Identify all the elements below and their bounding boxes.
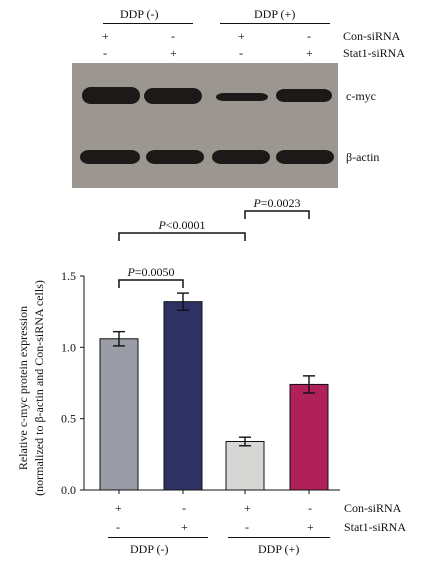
blot-panel-label-c-myc: c-myc xyxy=(346,89,376,103)
bar-group-label-ddp-neg: DDP (-) xyxy=(130,542,169,556)
bar-group-line-ddp-pos xyxy=(228,537,330,538)
blot-sign-con-4: - xyxy=(307,29,311,43)
y-axis-label: Relative c-myc protein expression xyxy=(16,306,30,470)
blot-panel-beta-actin xyxy=(72,126,338,188)
bar xyxy=(163,301,203,491)
blot-band-cmyc-2 xyxy=(144,88,202,104)
blot-band-cmyc-1 xyxy=(82,87,140,104)
bar-sign-con-1: + xyxy=(115,501,122,515)
bar-row-label-stat1-sirna: Stat1-siRNA xyxy=(344,520,407,534)
blot-band-actin-4 xyxy=(276,150,334,164)
y-axis-label-2: (normalized to β-actin and Con-siRNA cel… xyxy=(32,280,46,496)
bar-row-label-con-sirna: Con-siRNA xyxy=(344,501,402,515)
blot-band-actin-2 xyxy=(146,150,204,164)
p-value-label: P=0.0023 xyxy=(252,196,300,210)
bar-sign-stat1-1: - xyxy=(116,520,120,534)
bar xyxy=(225,440,265,491)
blot-sign-con-2: - xyxy=(171,29,175,43)
blot-band-actin-3 xyxy=(212,150,270,164)
blot-group-label-ddp-neg: DDP (-) xyxy=(120,7,159,21)
bar-sign-con-4: - xyxy=(308,501,312,515)
bar-sign-stat1-2: + xyxy=(181,520,188,534)
blot-panel-label-beta-actin: β-actin xyxy=(346,150,380,164)
blot-sign-stat1-3: - xyxy=(239,46,243,60)
bar-group-line-ddp-neg xyxy=(108,537,208,538)
blot-band-cmyc-3 xyxy=(216,93,268,101)
blot-band-actin-1 xyxy=(80,150,140,164)
y-tick-label: 0.0 xyxy=(61,483,76,497)
blot-sign-stat1-4: + xyxy=(306,46,313,60)
chart-bars xyxy=(99,292,329,491)
bar-sign-con-2: - xyxy=(182,501,186,515)
blot-sign-con-1: + xyxy=(102,29,109,43)
significance-bracket xyxy=(118,279,184,288)
significance-bracket xyxy=(118,232,246,241)
blot-group-label-ddp-pos: DDP (+) xyxy=(254,7,296,21)
y-tick-label: 1.0 xyxy=(61,340,76,354)
blot-row-label-con-sirna: Con-siRNA xyxy=(343,29,401,43)
y-tick-label: 0.5 xyxy=(61,412,76,426)
significance-bracket xyxy=(244,210,310,219)
p-value-label: P<0.0001 xyxy=(157,218,205,232)
bar xyxy=(289,383,329,491)
blot-row-label-stat1-sirna: Stat1-siRNA xyxy=(343,46,406,60)
significance-brackets: P=0.0050 P<0.0001 P=0.0023 xyxy=(118,196,310,288)
blot-band-cmyc-4 xyxy=(276,89,332,102)
bar-sign-stat1-3: - xyxy=(245,520,249,534)
bar xyxy=(99,338,139,491)
p-value-label: P=0.0050 xyxy=(126,265,174,279)
blot-sign-stat1-1: - xyxy=(103,46,107,60)
blot-group-line-ddp-pos xyxy=(220,23,330,24)
blot-panel-c-myc xyxy=(72,63,338,126)
bar-group-label-ddp-pos: DDP (+) xyxy=(258,542,300,556)
bar-sign-stat1-4: + xyxy=(307,520,314,534)
blot-sign-stat1-2: + xyxy=(170,46,177,60)
bar-sign-con-3: + xyxy=(244,501,251,515)
blot-sign-con-3: + xyxy=(238,29,245,43)
y-tick-label: 1.5 xyxy=(61,269,76,283)
blot-group-line-ddp-neg xyxy=(103,23,193,24)
